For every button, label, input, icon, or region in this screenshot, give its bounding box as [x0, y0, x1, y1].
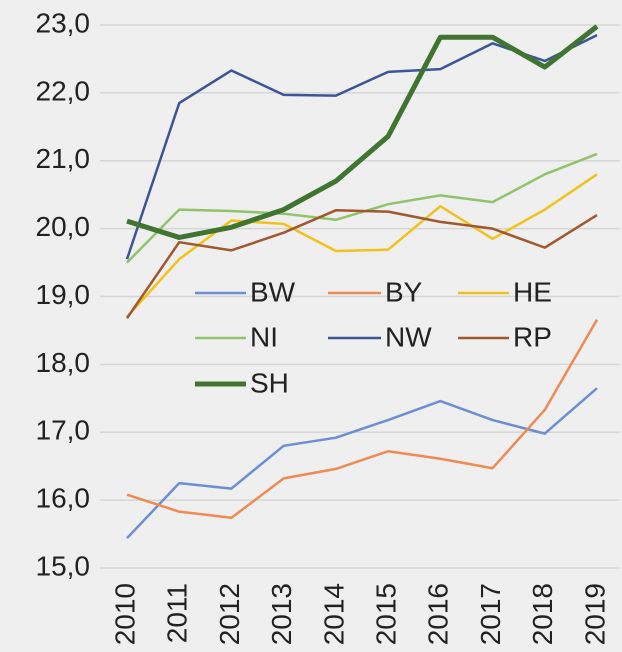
legend-label: NI	[250, 321, 278, 352]
y-tick-label: 21,0	[36, 143, 91, 174]
x-tick-label: 2013	[266, 583, 297, 645]
series-line	[126, 24, 599, 240]
y-tick-label: 16,0	[36, 483, 91, 514]
y-tick-label: 19,0	[36, 279, 91, 310]
legend-label: NW	[385, 321, 432, 352]
series-line	[125, 34, 598, 260]
y-tick-label: 22,0	[36, 75, 91, 106]
x-tick-label: 2016	[423, 583, 454, 645]
legend-label: HE	[513, 276, 552, 307]
series-line	[125, 209, 598, 319]
y-tick-label: 20,0	[36, 211, 91, 242]
x-tick-label: 2014	[318, 583, 349, 645]
y-tick-label: 23,0	[36, 7, 91, 38]
legend-label: BY	[385, 276, 423, 307]
legend-label: BW	[250, 276, 296, 307]
y-tick-label: 17,0	[36, 415, 91, 446]
series-line	[126, 387, 598, 539]
legend-label: SH	[250, 367, 289, 398]
x-tick-label: 2011	[162, 583, 193, 643]
x-tick-label: 2015	[371, 583, 402, 645]
x-tick-label: 2018	[527, 583, 558, 645]
x-tick-label: 2017	[475, 583, 506, 645]
x-tick-label: 2010	[109, 583, 140, 645]
x-tick-label: 2012	[214, 583, 245, 645]
series-line	[126, 318, 599, 520]
legend-label: RP	[513, 321, 552, 352]
x-tick-label: 2019	[579, 583, 610, 645]
y-tick-label: 15,0	[36, 550, 91, 581]
y-tick-label: 18,0	[36, 347, 91, 378]
series-line	[126, 173, 598, 318]
